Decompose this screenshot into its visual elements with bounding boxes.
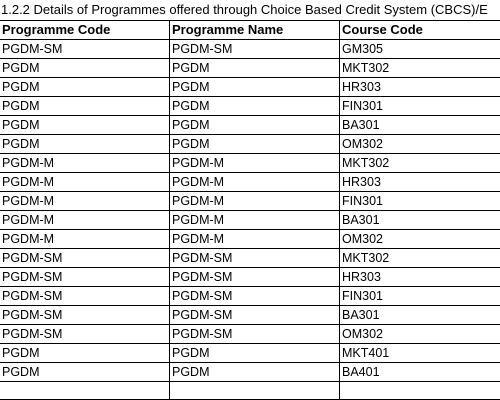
table-row: PGDM-SM PGDM-SM BA301	[0, 305, 500, 325]
cell-programme-name: PGDM-SM	[169, 305, 340, 325]
cell-course-code	[339, 381, 500, 400]
cell-programme-code: PGDM-SM	[0, 39, 170, 59]
cell-programme-name: PGDM	[169, 134, 340, 154]
cell-course-code: BA401	[339, 362, 500, 382]
table-row: PGDM PGDM HR303	[0, 77, 500, 97]
cell-course-code: FIN301	[339, 286, 500, 306]
cell-programme-code: PGDM-M	[0, 172, 170, 192]
table-row: PGDM-M PGDM-M BA301	[0, 210, 500, 230]
cell-programme-name: PGDM	[169, 115, 340, 135]
table-row: PGDM-M PGDM-M FIN301	[0, 191, 500, 211]
table-row: PGDM PGDM MKT401	[0, 343, 500, 363]
table-row: PGDM-SM PGDM-SM OM302	[0, 324, 500, 344]
cell-programme-code: PGDM-SM	[0, 286, 170, 306]
cell-programme-code: PGDM	[0, 134, 170, 154]
cell-programme-name: PGDM-SM	[169, 286, 340, 306]
cell-programme-code: PGDM-M	[0, 153, 170, 173]
cell-course-code: OM302	[339, 229, 500, 249]
table-row: PGDM-SM PGDM-SM GM305	[0, 39, 500, 59]
header-programme-code: Programme Code	[0, 20, 170, 40]
cell-programme-name: PGDM-M	[169, 210, 340, 230]
cell-course-code: BA301	[339, 305, 500, 325]
cell-course-code: HR303	[339, 267, 500, 287]
table-row: PGDM-M PGDM-M OM302	[0, 229, 500, 249]
cell-programme-code: PGDM	[0, 343, 170, 363]
cell-programme-code: PGDM-SM	[0, 305, 170, 325]
cell-course-code: FIN301	[339, 191, 500, 211]
cell-course-code: MKT401	[339, 343, 500, 363]
table-row: PGDM-M PGDM-M MKT302	[0, 153, 500, 173]
programmes-table: Programme Code Programme Name Course Cod…	[0, 20, 500, 400]
table-row: PGDM-SM PGDM-SM FIN301	[0, 286, 500, 306]
header-programme-name: Programme Name	[169, 20, 340, 40]
cell-programme-name: PGDM-SM	[169, 39, 340, 59]
cell-programme-name: PGDM	[169, 96, 340, 116]
cell-programme-name: PGDM-SM	[169, 267, 340, 287]
cell-course-code: OM302	[339, 134, 500, 154]
cell-programme-code: PGDM-SM	[0, 248, 170, 268]
cell-programme-name: PGDM	[169, 343, 340, 363]
cell-programme-code: PGDM	[0, 96, 170, 116]
table-row: PGDM PGDM FIN301	[0, 96, 500, 116]
cell-course-code: HR303	[339, 77, 500, 97]
cell-programme-name: PGDM	[169, 77, 340, 97]
table-row: PGDM PGDM BA401	[0, 362, 500, 382]
cell-course-code: GM305	[339, 39, 500, 59]
cell-programme-name: PGDM-M	[169, 172, 340, 192]
cell-programme-code: PGDM-M	[0, 191, 170, 211]
cell-programme-code: PGDM	[0, 115, 170, 135]
document-title: 1.2.2 Details of Programmes offered thro…	[1, 2, 488, 17]
cell-programme-name: PGDM	[169, 58, 340, 78]
cell-programme-name: PGDM-SM	[169, 248, 340, 268]
cell-programme-code	[0, 381, 170, 400]
table-row: PGDM PGDM MKT302	[0, 58, 500, 78]
cell-programme-code: PGDM	[0, 58, 170, 78]
cell-programme-code: PGDM-M	[0, 210, 170, 230]
cell-programme-code: PGDM-SM	[0, 267, 170, 287]
cell-course-code: MKT302	[339, 248, 500, 268]
table-row: PGDM-M PGDM-M HR303	[0, 172, 500, 192]
table-row: PGDM-SM PGDM-SM HR303	[0, 267, 500, 287]
cell-programme-name: PGDM-M	[169, 229, 340, 249]
header-course-code: Course Code	[339, 20, 500, 40]
cell-course-code: BA301	[339, 115, 500, 135]
cell-programme-code: PGDM	[0, 77, 170, 97]
table-row: PGDM PGDM BA301	[0, 115, 500, 135]
cell-course-code: MKT302	[339, 58, 500, 78]
cell-programme-name: PGDM-SM	[169, 324, 340, 344]
cell-programme-name: PGDM	[169, 362, 340, 382]
table-row: PGDM-SM PGDM-SM MKT302	[0, 248, 500, 268]
cell-course-code: OM302	[339, 324, 500, 344]
cell-programme-code: PGDM	[0, 362, 170, 382]
table-row	[0, 381, 500, 400]
cell-course-code: MKT302	[339, 153, 500, 173]
table-body: PGDM-SM PGDM-SM GM305 PGDM PGDM MKT302 PGDM PGD…	[0, 39, 500, 400]
cell-programme-code: PGDM-SM	[0, 324, 170, 344]
cell-programme-code: PGDM-M	[0, 229, 170, 249]
cell-course-code: FIN301	[339, 96, 500, 116]
cell-programme-name	[169, 381, 340, 400]
cell-programme-name: PGDM-M	[169, 191, 340, 211]
cell-programme-name: PGDM-M	[169, 153, 340, 173]
table-row: PGDM PGDM OM302	[0, 134, 500, 154]
cell-course-code: BA301	[339, 210, 500, 230]
cell-course-code: HR303	[339, 172, 500, 192]
table-header-row: Programme Code Programme Name Course Cod…	[0, 20, 500, 40]
